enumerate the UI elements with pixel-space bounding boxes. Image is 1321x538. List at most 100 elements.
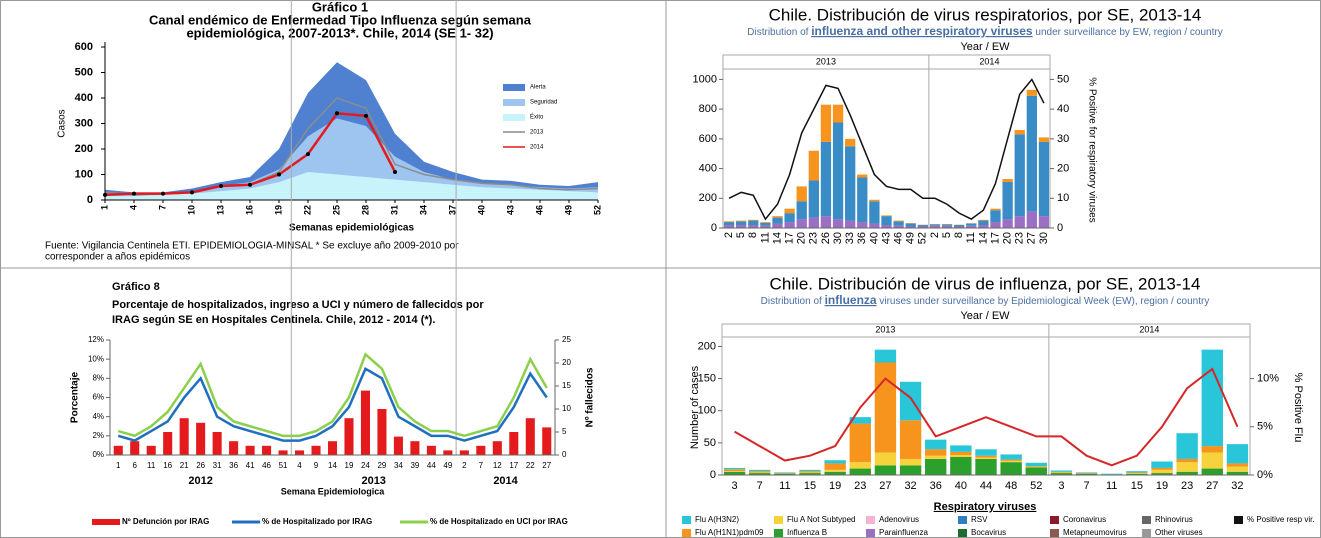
axis-caption: Year / EW [960, 310, 1010, 322]
bar [799, 469, 821, 472]
chart-title: Chile. Distribución de virus de influenz… [770, 274, 1201, 293]
bar [1176, 471, 1198, 475]
x-tick-label: 1 [116, 461, 121, 470]
bar [799, 473, 821, 475]
chart-subtitle: Distribution of influenza and other resp… [747, 24, 1222, 38]
bar [796, 219, 807, 228]
bar [360, 390, 370, 455]
y2-axis-label: % Positive for respiratory viruses [1086, 77, 1097, 223]
bar [760, 222, 771, 226]
chart-title: Gráfico 1 [312, 0, 368, 14]
x-tick-label: 30 [1038, 232, 1050, 244]
bar [1014, 134, 1025, 217]
x-tick-label: 11 [965, 232, 977, 243]
x-tick-label: 20 [796, 232, 808, 244]
panel-label: 2013 [816, 56, 836, 66]
x-tick-label: 46 [893, 232, 905, 244]
bar [954, 226, 965, 228]
bar [1126, 473, 1148, 474]
y2-tick-label: 10 [1057, 192, 1069, 204]
y-tick-label: 0 [710, 469, 716, 481]
x-tick-label: 19 [829, 480, 841, 492]
bar [509, 432, 519, 455]
x-tick-label: 29 [377, 461, 386, 470]
bar [1126, 472, 1148, 474]
bar [917, 226, 928, 228]
bar [542, 427, 552, 455]
bar [1226, 471, 1249, 475]
legend-swatch [866, 529, 875, 537]
bar [824, 463, 846, 470]
bar [925, 455, 947, 459]
bar [1201, 349, 1223, 447]
x-tick-label: 11 [1106, 480, 1117, 492]
x-tick-label: 13 [215, 205, 225, 215]
chart-title: Chile. Distribución de virus respiratori… [769, 5, 1202, 24]
x-tick-label: 27 [879, 480, 891, 492]
bar [950, 451, 972, 456]
y-tick-label: 0% [92, 450, 104, 459]
bar [748, 220, 759, 226]
bar [1176, 433, 1198, 459]
bar [774, 473, 796, 474]
bar [196, 422, 206, 455]
line [117, 366, 548, 442]
bar [899, 465, 922, 475]
bar [893, 225, 904, 228]
x-tick-label: 23 [854, 480, 866, 492]
x-tick-label: 52 [592, 205, 602, 215]
point [277, 172, 281, 177]
bar [857, 222, 868, 228]
point [306, 152, 310, 157]
x-tick-label: 7 [1084, 480, 1090, 492]
y-tick-label: 100 [698, 405, 716, 417]
y-tick-label: 6% [92, 393, 104, 402]
bar [410, 441, 420, 455]
bar [1101, 473, 1123, 475]
x-tick-label: 4 [128, 205, 138, 210]
x-axis-label: Semana Epidemiologica [281, 486, 386, 496]
bar [978, 219, 989, 221]
x-tick-label: 28 [360, 205, 370, 215]
bar [849, 417, 871, 424]
x-tick-label: 31 [389, 205, 399, 215]
x-tick-label: 37 [447, 205, 457, 215]
bar [799, 472, 821, 474]
x-tick-label: 15 [1131, 480, 1143, 492]
x-axis-label: Semanas epidemiológicas [289, 223, 414, 234]
point [335, 111, 339, 116]
bar [443, 450, 453, 455]
bar [1050, 470, 1073, 472]
legend-label: 2014 [530, 145, 544, 151]
x-tick-label: 34 [394, 461, 403, 470]
bar [784, 208, 795, 214]
bar [808, 150, 819, 181]
legend-label: RSV [971, 515, 988, 524]
bar [476, 445, 486, 455]
legend-label: Nº Defunción por IRAG [122, 517, 209, 526]
chart-subtitle: Distribution of influenza viruses under … [761, 293, 1210, 307]
bar [212, 432, 222, 455]
point [393, 169, 397, 174]
chart-title: epidemiológica, 2007-2013*. Chile, 2014 … [186, 25, 493, 40]
y2-tick-label: 50 [1057, 73, 1069, 85]
legend-label: 2013 [530, 130, 544, 136]
bar [917, 225, 928, 227]
bar [1026, 211, 1037, 228]
bar [925, 449, 947, 456]
subtitle-part: Distribution of [761, 296, 825, 307]
x-tick-label: 36 [930, 480, 942, 492]
x-tick-label: 2 [462, 461, 467, 470]
x-tick-label: 22 [526, 461, 535, 470]
source-note: Fuente: Vigilancia Centinela ETI. EPIDEM… [45, 241, 459, 252]
x-tick-label: 27 [1026, 232, 1038, 244]
bar [723, 467, 746, 470]
bar [749, 471, 771, 473]
legend-label: Other viruses [1155, 528, 1203, 537]
bar [1014, 216, 1025, 228]
bar [262, 445, 272, 455]
x-tick-label: 36 [856, 232, 868, 244]
y2-tick-label: 20 [562, 358, 571, 367]
bar [808, 217, 819, 228]
